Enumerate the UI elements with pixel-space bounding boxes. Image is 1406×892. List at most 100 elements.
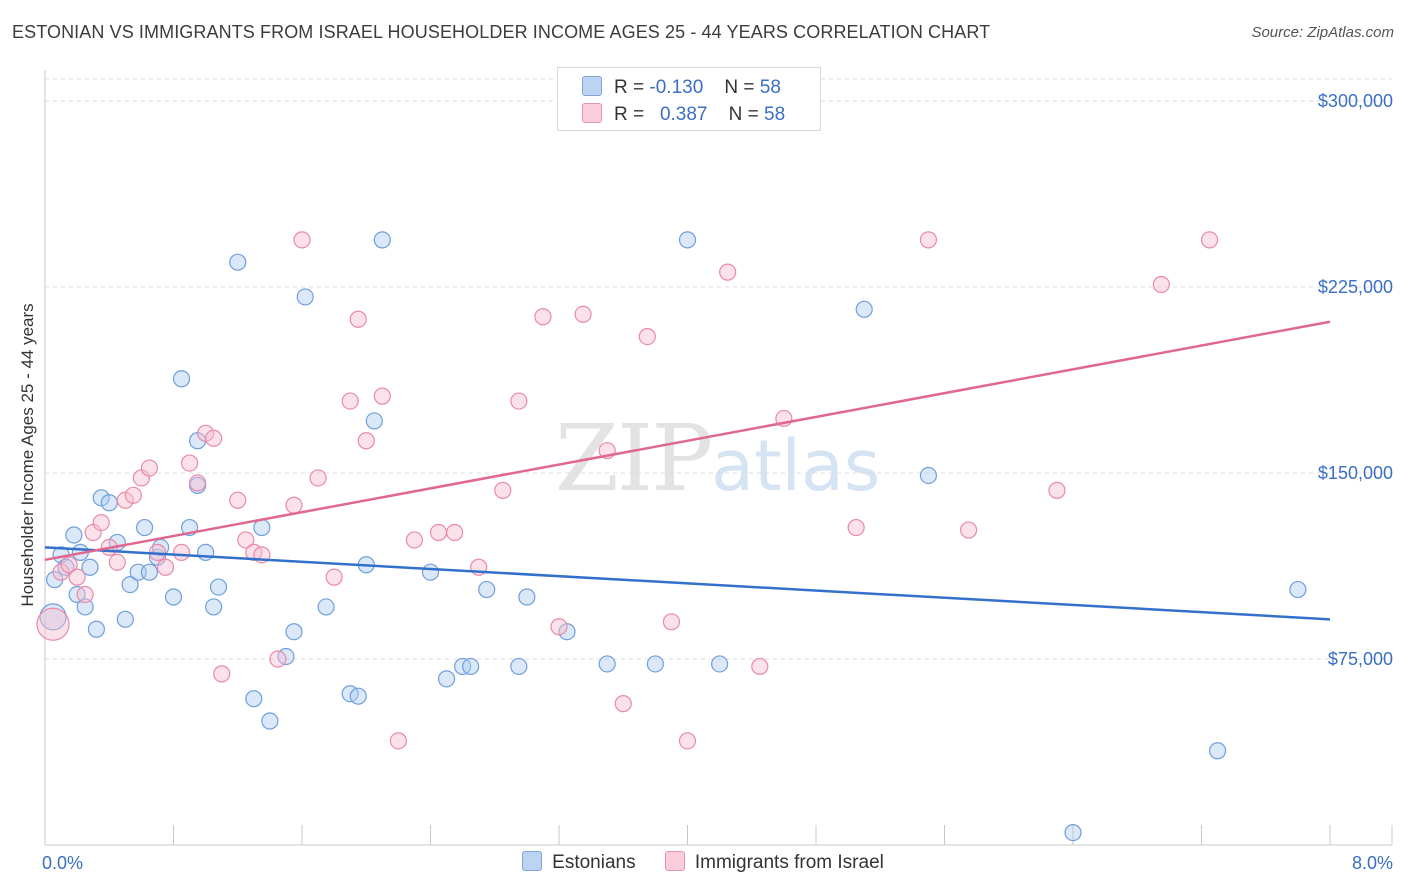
- y-tick-label: $75,000: [1328, 649, 1393, 669]
- data-point: [751, 657, 769, 676]
- data-point: [156, 558, 175, 576]
- data-point: [1208, 742, 1227, 760]
- data-point: [172, 370, 191, 388]
- data-point: [421, 563, 440, 581]
- legend-n-value: 58: [764, 104, 786, 125]
- data-point: [261, 712, 279, 730]
- data-point: [39, 603, 67, 631]
- data-point: [325, 568, 343, 586]
- data-point: [711, 655, 729, 673]
- data-point: [293, 231, 311, 249]
- data-point: [60, 556, 78, 574]
- trend-lines: [44, 320, 1331, 621]
- legend-item-israel: Immigrants from Israel: [664, 851, 884, 874]
- data-point: [116, 610, 134, 628]
- data-point: [87, 620, 106, 638]
- data-point: [341, 392, 359, 410]
- data-point: [646, 655, 664, 673]
- data-point: [678, 231, 697, 249]
- x-tick-label: 8.0%: [1352, 853, 1393, 873]
- legend-r-label: R =: [614, 77, 645, 98]
- data-point: [389, 732, 407, 750]
- legend-row-israel: R = 0.387 N = 58: [582, 103, 785, 125]
- y-axis-title: Householder Income Ages 25 - 44 years: [18, 303, 37, 606]
- data-point: [638, 328, 656, 346]
- data-point: [180, 454, 199, 472]
- axes: [44, 70, 1393, 846]
- data-point: [140, 459, 159, 477]
- data-point: [405, 531, 424, 549]
- y-tick-label: $150,000: [1318, 463, 1393, 483]
- data-point: [518, 588, 536, 606]
- data-point: [213, 665, 231, 683]
- data-point: [719, 263, 737, 281]
- data-point: [357, 432, 375, 450]
- chart-title: ESTONIAN VS IMMIGRANTS FROM ISRAEL HOUSE…: [12, 22, 991, 42]
- data-point: [678, 732, 697, 750]
- legend-swatch-estonians: [522, 851, 543, 871]
- legend-n-value: 58: [759, 77, 781, 98]
- data-point: [57, 558, 75, 576]
- data-point: [550, 618, 568, 636]
- axis-labels: $75,000 $150,000 $225,000 $300,000 0.0% 8.0% H…: [18, 91, 1393, 873]
- data-point: [65, 526, 83, 544]
- legend-r-value: 0.387: [659, 104, 708, 125]
- data-point: [510, 392, 528, 410]
- data-point: [429, 523, 448, 542]
- data-point: [285, 623, 303, 641]
- data-point: [92, 513, 110, 532]
- data-point: [309, 469, 327, 487]
- data-point: [317, 598, 335, 616]
- source-label: Source: ZipAtlas.com: [1251, 24, 1394, 41]
- data-point: [197, 543, 215, 561]
- legend-swatch-israel: [582, 103, 602, 123]
- data-point: [445, 523, 464, 542]
- x-tick-label: 0.0%: [42, 853, 83, 873]
- data-point: [76, 585, 94, 604]
- data-point: [100, 494, 118, 512]
- y-tick-label: $300,000: [1318, 91, 1393, 111]
- legend-item-estonians: Estonians: [522, 851, 636, 874]
- data-point: [140, 563, 159, 581]
- data-point: [373, 231, 391, 249]
- data-point: [662, 613, 681, 631]
- data-point: [847, 518, 865, 537]
- legend-row-estonians: R = -0.130 N = 58: [582, 76, 781, 98]
- data-point: [229, 491, 247, 509]
- data-point: [1048, 481, 1066, 499]
- legend-label-israel: Immigrants from Israel: [694, 852, 884, 873]
- data-point: [253, 518, 271, 537]
- data-point: [164, 588, 183, 606]
- data-point: [494, 481, 512, 499]
- legend-r-label: R =: [614, 104, 645, 125]
- watermark-zip: ZIP: [555, 405, 713, 512]
- legend-n-label: N =: [724, 77, 755, 98]
- legend-r-value: -0.130: [649, 77, 704, 98]
- data-point: [269, 650, 287, 668]
- data-point: [1289, 580, 1307, 599]
- data-point: [349, 687, 367, 705]
- legend-swatch-israel: [664, 851, 685, 871]
- data-point: [36, 607, 70, 641]
- data-point: [135, 518, 154, 537]
- data-point: [534, 308, 552, 326]
- data-point: [510, 657, 528, 676]
- legend-n-label: N =: [728, 104, 759, 125]
- data-point: [108, 553, 126, 571]
- data-point: [245, 690, 263, 708]
- data-point: [614, 695, 632, 713]
- y-tick-label: $225,000: [1318, 277, 1393, 297]
- data-point: [285, 496, 303, 514]
- correlation-legend: R = -0.130 N = 58 R = 0.387 N = 58: [557, 67, 821, 131]
- data-point: [237, 531, 255, 549]
- data-point: [478, 580, 496, 599]
- data-point: [68, 568, 86, 586]
- data-point: [1152, 275, 1170, 294]
- data-point: [1064, 823, 1082, 842]
- series-legend: Estonians Immigrants from Israel: [0, 851, 1406, 874]
- data-point: [919, 231, 938, 249]
- watermark: ZIPatlas: [555, 405, 880, 512]
- data-point: [296, 288, 314, 306]
- data-point: [855, 300, 873, 318]
- grid-lines: [45, 78, 1392, 660]
